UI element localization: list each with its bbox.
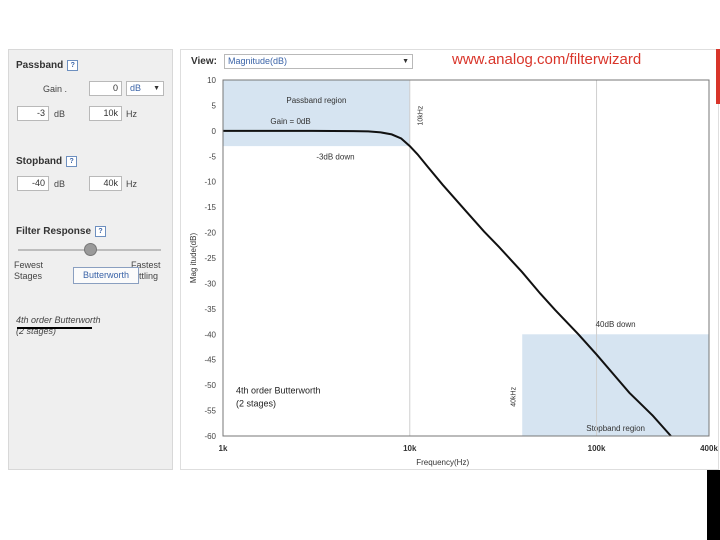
passband-region <box>223 80 410 147</box>
x-tick-label: 10k <box>403 444 417 453</box>
filter-response-section-title: Filter Response? <box>16 226 107 237</box>
y-tick-label: -20 <box>204 229 216 238</box>
y-tick-label: 10 <box>207 76 216 85</box>
passband-attenuation-input[interactable]: -3 <box>17 106 49 121</box>
stopband-section-title: Stopband? <box>16 156 78 167</box>
passband-frequency-unit: Hz <box>126 109 137 119</box>
stopband-frequency-unit: Hz <box>126 179 137 189</box>
y-tick-label: -25 <box>204 254 216 263</box>
plot-frame <box>222 79 710 437</box>
passband-section-title: Passband? <box>16 60 79 71</box>
y-tick-label: -45 <box>204 356 216 365</box>
y-tick-label: -60 <box>204 432 216 441</box>
passband-frequency-annotation: 10kHz <box>418 105 425 125</box>
gain-unit-select[interactable]: dB ▼ <box>126 81 164 96</box>
x-tick-label: 1k <box>219 444 228 453</box>
stopband-attenuation-input[interactable]: -40 <box>17 176 49 191</box>
view-label: View: <box>191 56 217 67</box>
y-tick-label: -50 <box>204 381 216 390</box>
x-axis-label: Frequency(Hz) <box>416 458 469 467</box>
y-tick-label: -5 <box>209 152 217 161</box>
passband-frequency-input[interactable]: 10k <box>89 106 122 121</box>
chevron-down-icon: ▼ <box>153 85 160 92</box>
passband-down-annotation: -3dB down <box>316 152 354 161</box>
site-url: www.analog.com/filterwizard <box>452 51 642 68</box>
y-tick-label: -55 <box>204 407 216 416</box>
stopband-frequency-annotation: 40kHz <box>510 386 517 406</box>
y-tick-label: -40 <box>204 330 216 339</box>
y-tick-label: -35 <box>204 305 216 314</box>
y-tick-label: -30 <box>204 279 216 288</box>
stopband-help-icon[interactable]: ? <box>66 156 78 167</box>
view-select[interactable]: Magnitude(dB) ▼ <box>224 54 413 69</box>
edge-bar <box>707 470 720 540</box>
passband-help-icon[interactable]: ? <box>67 60 79 71</box>
passband-attenuation-unit: dB <box>54 109 66 119</box>
stopband-frequency-input[interactable]: 40k <box>89 176 122 191</box>
accent-bar <box>716 49 720 104</box>
filter-response-slider-thumb[interactable] <box>84 243 97 256</box>
y-tick-label: -10 <box>204 178 216 187</box>
magnitude-response-line <box>223 129 672 437</box>
filter-type-tooltip: Butterworth <box>73 267 139 284</box>
stopband-down-annotation: 40dB down <box>596 320 636 329</box>
magnitude-chart: Passband region Stopband region 1k 10k 100k… <box>189 76 718 467</box>
order-annotation-line1: 4th order Butterworth <box>236 385 321 395</box>
chevron-down-icon: ▼ <box>402 58 409 65</box>
settling-label-partial: ttling <box>139 271 159 281</box>
y-axis-label: Mag itude(dB) <box>189 233 198 284</box>
y-tick-label: 0 <box>212 127 217 136</box>
stopband-region-label: Stopband region <box>586 424 645 433</box>
stopband-attenuation-unit: dB <box>54 179 66 189</box>
x-tick-label: 400k <box>700 444 718 453</box>
gain-annotation: Gain = 0dB <box>270 117 310 126</box>
x-tick-label: 100k <box>588 444 606 453</box>
y-tick-label: 5 <box>212 101 217 110</box>
fewest-stages-label: Fewest Stages <box>14 260 44 281</box>
gain-label: Gain . <box>43 84 68 94</box>
order-annotation-line2: (2 stages) <box>236 399 276 409</box>
fastest-settling-label: Fastest <box>131 260 161 270</box>
y-tick-label: -15 <box>204 203 216 212</box>
filter-response-help-icon[interactable]: ? <box>95 226 107 237</box>
stopband-region <box>522 334 709 436</box>
gain-input[interactable]: 0 <box>89 81 122 96</box>
summary-underline <box>17 327 92 329</box>
filter-summary: 4th order Butterworth (2 stages) <box>16 315 101 336</box>
passband-region-label: Passband region <box>286 96 346 105</box>
